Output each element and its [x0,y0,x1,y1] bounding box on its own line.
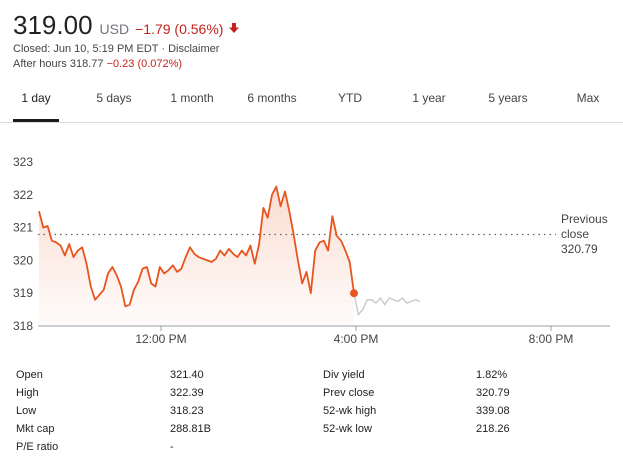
tab-max[interactable]: Max [576,91,600,105]
tab-5-years[interactable]: 5 years [488,91,528,105]
active-tab-indicator [13,119,59,122]
y-tick-label: 319 [13,286,33,300]
stat-value: 1.82% [476,369,508,381]
y-tick-label: 318 [13,319,33,333]
price-line [38,185,355,308]
x-tick-label: 8:00 PM [529,332,574,346]
stats-row: P/E ratio - [16,438,576,456]
stat-empty [323,438,476,456]
closed-text: Closed: Jun 10, 5:19 PM EDT · [13,43,169,55]
stat-value: 322.39 [170,387,204,399]
x-tick-label: 4:00 PM [334,332,379,346]
previous-close-label-line2: close [561,227,589,241]
stats-row: High 322.39 Prev close 320.79 [16,384,576,402]
stat-label: Low [16,405,37,417]
market-status: Closed: Jun 10, 5:19 PM EDT · Disclaimer [13,43,219,55]
stats-table: Open 321.40 Div yield 1.82% High 322.39 … [16,366,576,456]
previous-close-label-line1: Previous [561,212,608,226]
y-tick-label: 322 [13,188,33,202]
stat-value: - [170,441,174,453]
stat-label: 52-wk low [323,423,372,435]
stat-empty [476,438,576,456]
y-tick-label: 323 [13,155,33,169]
stat-value: 318.23 [170,405,204,417]
tab-6-months[interactable]: 6 months [247,91,297,105]
range-tabs: 1 day 5 days 1 month 6 months YTD 1 year… [0,84,623,122]
tabs-divider [0,122,623,123]
stat-label: P/E ratio [16,441,59,453]
quote-header: 319.00 USD −1.79 (0.56%) [13,10,241,41]
last-price-dot [350,289,358,298]
stats-row: Low 318.23 52-wk high 339.08 [16,402,576,420]
stat-label: High [16,387,39,399]
stat-label: Div yield [323,369,365,381]
previous-close-value: 320.79 [561,242,598,256]
tab-1-month[interactable]: 1 month [170,91,214,105]
stat-value: 339.08 [476,405,510,417]
x-axis: 12:00 PM 4:00 PM 8:00 PM [135,326,573,346]
after-hours-line [353,293,421,317]
stat-label: 52-wk high [323,405,377,417]
tab-1-year[interactable]: 1 year [412,91,446,105]
stat-label: Prev close [323,387,375,399]
currency-code: USD [99,21,130,37]
price-change: −1.79 (0.56%) [135,21,224,37]
stat-value: 288.81B [170,423,211,435]
y-axis: 323 322 321 320 319 318 [13,155,33,333]
y-tick-label: 320 [13,253,33,267]
stat-value: 218.26 [476,423,510,435]
stat-value: 321.40 [170,369,204,381]
x-tick-label: 12:00 PM [135,332,186,346]
stat-label: Open [16,369,43,381]
previous-close-label: Previous close 320.79 [561,212,608,256]
tab-1-day[interactable]: 1 day [21,91,51,105]
tab-ytd[interactable]: YTD [338,91,362,105]
stat-value: 320.79 [476,387,510,399]
stats-row: Open 321.40 Div yield 1.82% [16,366,576,384]
after-hours-change: −0.23 (0.072%) [106,58,183,70]
stats-row: Mkt cap 288.81B 52-wk low 218.26 [16,420,576,438]
down-arrow-icon [229,23,240,33]
price-chart[interactable]: 323 322 321 320 319 318 12:00 PM 4:00 PM 8:00 P… [0,123,623,353]
current-price: 319.00 [13,10,93,40]
after-hours-label: After hours 318.77 [13,58,107,70]
disclaimer-link[interactable]: Disclaimer [168,43,220,55]
y-tick-label: 321 [13,221,33,235]
after-hours: After hours 318.77 −0.23 (0.072%) [13,58,182,70]
stat-label: Mkt cap [16,423,55,435]
tab-5-days[interactable]: 5 days [96,91,132,105]
